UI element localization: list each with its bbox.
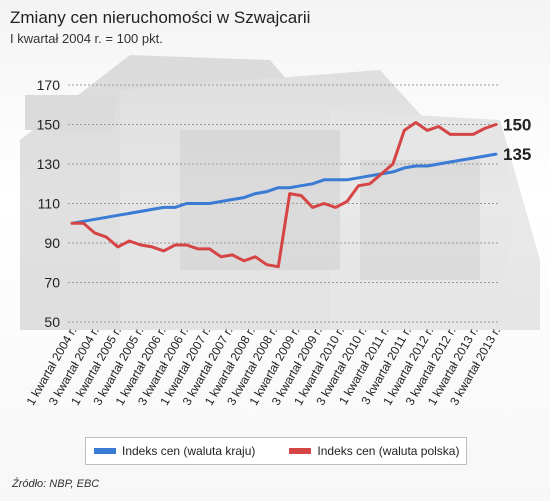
y-tick-label: 90 <box>44 235 60 251</box>
legend-swatch-blue <box>94 448 116 454</box>
chart-title: Zmiany cen nieruchomości w Szwajcarii <box>10 8 311 27</box>
legend-item-blue: Indeks cen (waluta kraju) <box>94 444 255 458</box>
legend-label-blue: Indeks cen (waluta kraju) <box>122 444 256 458</box>
legend: Indeks cen (waluta kraju) Indeks cen (wa… <box>85 437 467 465</box>
legend-swatch-red <box>289 448 312 454</box>
end-label-blue: 135 <box>503 145 531 164</box>
y-tick-label: 50 <box>44 314 60 330</box>
legend-label-red: Indeks cen (waluta polska) <box>317 444 460 458</box>
background-photo-house <box>20 55 540 330</box>
series-line-red <box>70 121 498 269</box>
y-tick-label: 70 <box>44 275 60 291</box>
source-note: Źródło: NBP, EBC <box>12 478 100 490</box>
legend-item-red: Indeks cen (waluta polska) <box>289 444 459 458</box>
chart-subtitle: I kwartał 2004 r. = 100 pkt. <box>10 31 163 46</box>
y-tick-label: 130 <box>37 156 61 172</box>
y-tick-label: 150 <box>37 117 61 133</box>
series-line-blue <box>70 152 498 225</box>
y-tick-label: 110 <box>38 196 61 212</box>
y-tick-label: 170 <box>37 77 61 93</box>
end-label-red: 150 <box>503 116 531 135</box>
